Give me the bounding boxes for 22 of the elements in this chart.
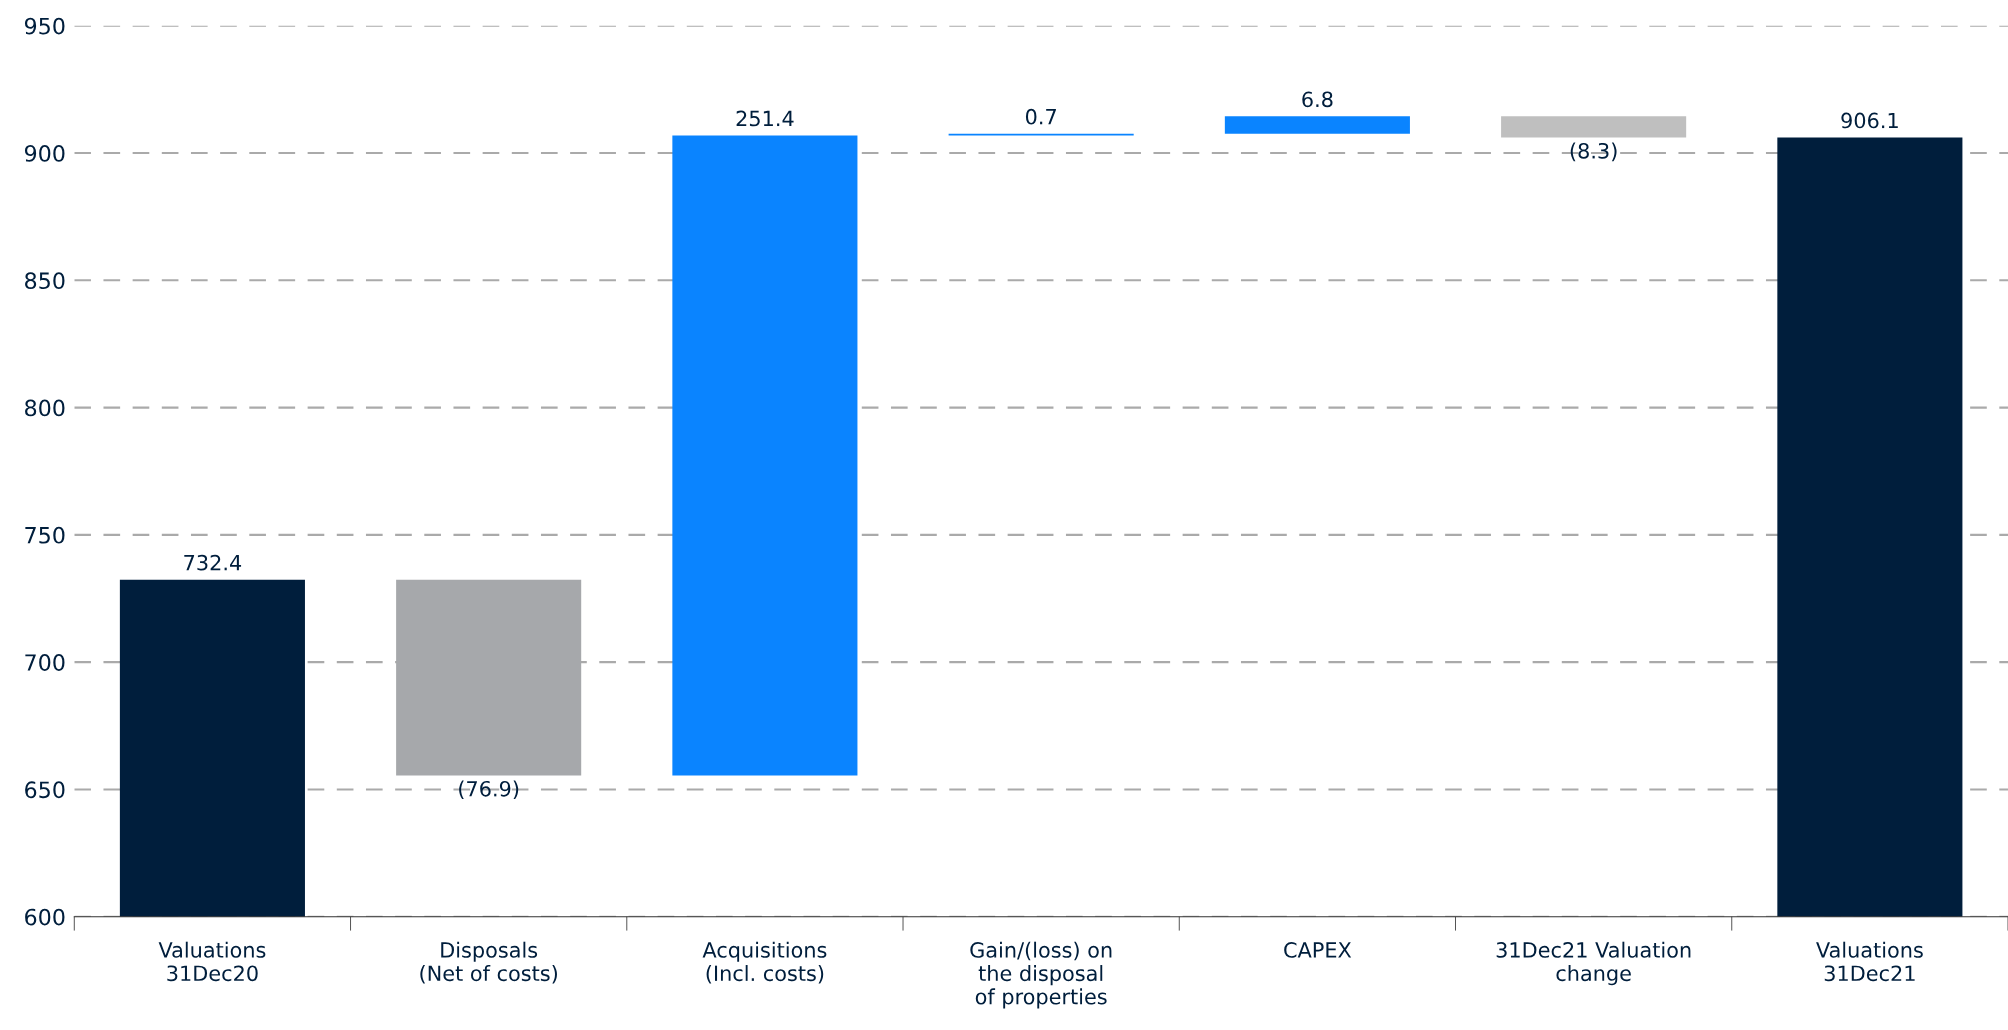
x-tick-label: Gain/(loss) on the disposal of properties	[970, 941, 1112, 1009]
data-label: 906.1	[1841, 112, 1898, 129]
y-tick-label: 800	[25, 399, 65, 417]
y-tick-label: 600	[25, 908, 65, 926]
y-tick-label: 750	[25, 526, 65, 544]
data-label: 0.7	[1025, 108, 1056, 125]
x-tick-label: 31Dec21 Valuation change	[1496, 941, 1691, 986]
data-label: (8.3)	[1570, 142, 1617, 162]
data-label: 6.8	[1302, 91, 1333, 108]
y-tick-label: 650	[25, 781, 65, 799]
y-tick-label: 700	[25, 654, 65, 671]
y-tick-label: 950	[24, 17, 65, 35]
y-tick-label: 850	[25, 272, 65, 290]
data-label: (76.9)	[459, 780, 519, 800]
data-label: 732.4	[184, 554, 242, 571]
y-tick-label: 900	[24, 144, 65, 162]
x-tick-label: Valuations 31Dec21	[1816, 941, 1923, 982]
x-tick-label: Acquisitions (Incl. costs)	[702, 941, 827, 984]
x-tick-label: CAPEX	[1284, 942, 1352, 958]
x-tick-label: Disposals (Net of costs)	[420, 941, 557, 984]
data-label: 251.4	[736, 110, 794, 127]
x-tick-label: Valuations 31Dec20	[158, 941, 266, 982]
